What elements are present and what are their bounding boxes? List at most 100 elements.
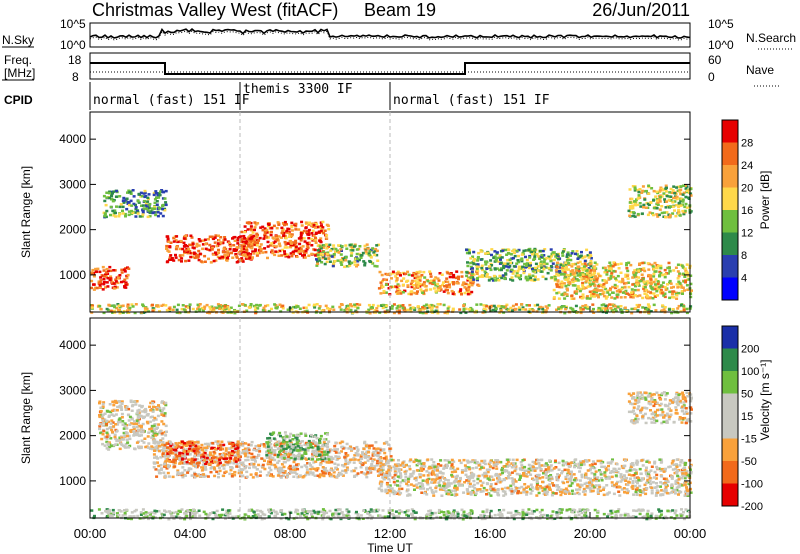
velocity-cell	[373, 468, 377, 471]
power-cell	[191, 255, 194, 259]
power-cell	[566, 256, 570, 260]
power-cell	[358, 245, 362, 248]
power-cell	[588, 297, 592, 300]
velocity-cell	[121, 420, 125, 423]
velocity-cell	[476, 481, 480, 485]
power-cell	[436, 285, 440, 289]
velocity-cell	[557, 461, 561, 465]
velocity-cell	[172, 458, 176, 462]
power-cell	[550, 252, 554, 256]
power-cell	[481, 311, 485, 314]
power-cell	[687, 197, 691, 200]
power-cell	[461, 283, 465, 287]
power-cell	[636, 203, 640, 207]
velocity-cell	[670, 462, 674, 465]
power-cell	[189, 255, 193, 259]
power-cell	[428, 281, 432, 285]
power-cell	[672, 185, 676, 188]
power-cell	[637, 276, 641, 279]
velocity-cell	[143, 437, 147, 440]
power-cell	[307, 241, 311, 244]
power-cell	[213, 236, 217, 239]
velocity-cell	[243, 447, 247, 450]
power-cell	[217, 234, 220, 237]
power-cell	[232, 248, 236, 251]
power-cell	[528, 254, 532, 258]
velocity-cell	[279, 434, 282, 438]
power-cell	[213, 241, 217, 244]
power-cell	[468, 310, 472, 313]
power-cell	[647, 273, 651, 277]
power-cell	[596, 309, 600, 312]
power-cell	[570, 270, 574, 273]
velocity-cell	[295, 449, 299, 452]
power-cell	[109, 275, 113, 278]
power-cell	[128, 306, 132, 310]
velocity-cell	[109, 437, 113, 440]
power-cell	[131, 189, 135, 192]
velocity-cell	[344, 452, 348, 455]
power-cell	[95, 286, 99, 290]
velocity-cell	[122, 427, 126, 430]
velocity-cell	[275, 443, 279, 447]
power-cell	[636, 305, 640, 309]
power-cell	[112, 304, 116, 308]
velocity-cell	[165, 467, 169, 470]
velocity-cell	[105, 437, 109, 440]
power-feature	[90, 265, 131, 291]
power-cell	[633, 269, 637, 272]
velocity-cell	[326, 451, 330, 454]
power-cell	[628, 204, 632, 208]
power-cell	[623, 306, 627, 309]
velocity-cell	[216, 442, 220, 446]
power-cell	[673, 192, 677, 195]
power-cell	[636, 197, 640, 200]
nave-label: Nave	[746, 63, 774, 77]
velocity-cell	[284, 443, 288, 447]
power-cell	[374, 311, 378, 314]
velocity-cell	[135, 425, 139, 429]
power-cell	[484, 308, 488, 311]
velocity-cell	[283, 431, 287, 434]
velocity-cell	[147, 431, 151, 434]
power-cell	[243, 303, 247, 307]
power-cell	[497, 279, 501, 282]
power-cell	[464, 311, 468, 314]
power-cell	[614, 309, 618, 313]
velocity-cell	[103, 444, 107, 447]
velocity-cell	[201, 463, 205, 466]
velocity-cell	[115, 401, 119, 404]
power-cell	[634, 294, 637, 297]
velocity-cell	[180, 455, 184, 458]
power-cell	[167, 240, 171, 243]
power-cell	[250, 235, 254, 239]
power-cell	[244, 241, 248, 245]
velocity-cell	[361, 453, 365, 456]
power-cell	[126, 303, 130, 306]
power-cell	[662, 215, 666, 218]
power-cell	[455, 281, 459, 285]
power-cell	[391, 285, 395, 289]
power-cell	[349, 249, 353, 252]
power-cell	[592, 290, 596, 294]
nsearch-trace	[89, 30, 691, 41]
power-cell	[654, 309, 658, 312]
velocity-cell	[296, 476, 300, 479]
velocity-cell	[323, 472, 327, 475]
power-cell	[469, 261, 473, 265]
power-cell	[672, 285, 675, 289]
velocity-cell	[323, 457, 327, 460]
power-cell	[559, 307, 563, 310]
velocity-cell	[184, 453, 187, 456]
velocity-cell	[295, 472, 299, 476]
power-cell	[672, 269, 676, 272]
velocity-cell	[304, 473, 308, 477]
power-cell	[299, 234, 303, 237]
power-cell	[574, 262, 578, 266]
velocity-cell	[265, 474, 269, 477]
power-cell	[652, 267, 656, 271]
power-cell	[272, 224, 276, 228]
power-cell	[527, 275, 531, 278]
power-cell	[571, 280, 575, 284]
power-cell	[559, 282, 563, 285]
